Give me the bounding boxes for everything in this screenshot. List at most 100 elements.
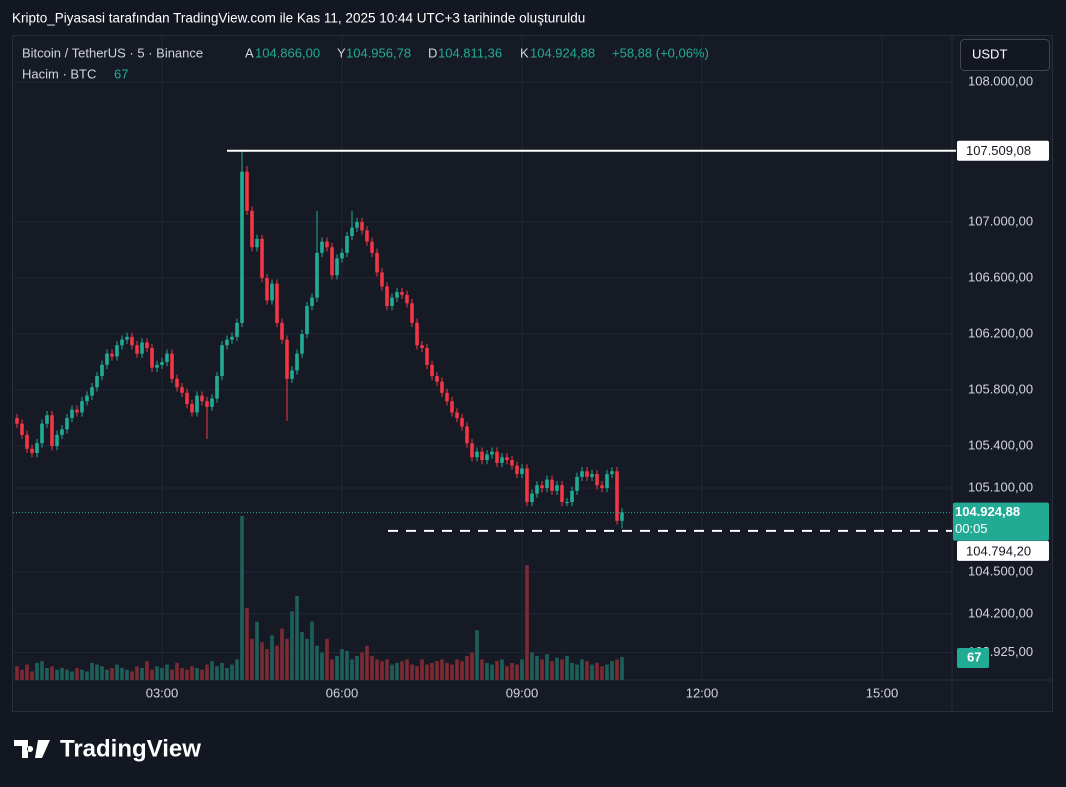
volume-bar [315,645,319,680]
volume-bar [260,642,264,680]
currency-button[interactable] [960,39,1050,71]
volume-bar [515,664,519,680]
y-tick-label: 104.500,00 [968,563,1033,578]
volume-bar [500,659,504,680]
volume-bar [110,667,114,680]
low: 104.811,36 [438,45,502,60]
candle-body [475,451,479,458]
volume-bar [535,655,539,680]
candle-body [565,502,569,504]
legend: Bitcoin / TetherUS · 5 · Binance A 104.8… [22,45,709,81]
volume-bar [50,666,54,680]
volume-bar [30,671,34,680]
candle-body [480,451,484,461]
volume-bar [235,659,239,680]
caption: Kripto_Piyasasi tarafından TradingView.c… [12,11,585,26]
candle-body [515,465,519,475]
volume-bar [180,667,184,680]
volume-bar [400,661,404,680]
candle-body [185,392,189,405]
candle-body [180,387,184,393]
candle-body [300,334,304,354]
candle-body [600,485,604,489]
candle-body [335,258,339,276]
volume-bar [375,659,379,680]
candle-body [380,272,384,287]
x-tick-label: 09:00 [506,685,539,700]
candle-body [470,443,474,458]
candle-body [435,376,439,382]
volume-bar [125,669,129,680]
volume-bar [85,671,89,680]
volume-bar [55,669,59,680]
candle-body [510,460,514,466]
candle-body [220,345,224,377]
candle-body [610,471,614,475]
candle-body [225,339,229,346]
candle-body [250,210,254,248]
candle-body [590,474,594,477]
volume-bar [420,659,424,680]
candle-body [505,457,509,461]
candle-body [340,252,344,259]
volume-bar [440,659,444,680]
candle-body [160,362,164,365]
candle-body [25,434,29,449]
volume-bar [200,669,204,680]
candle-body [560,485,564,503]
candle-body [390,297,394,307]
plot: 108.000,00 107.000,00 106.600,00 106.200,00… [13,36,1049,700]
volume-bar [120,667,124,680]
volume-bar [205,664,209,680]
low-badge [957,540,1049,561]
candle-body [230,336,234,340]
volume-bar [405,659,409,680]
candle-body [70,409,74,419]
volume-bar [220,662,224,680]
candle-body [65,418,69,430]
volume-bar [335,655,339,680]
y-tick-label: 104.200,00 [968,605,1033,620]
low-label: 104.794,20 [966,543,1031,558]
candle-body [365,230,369,242]
candle-body [195,395,199,413]
brand-logo [14,740,50,758]
volume-bar [215,666,219,680]
volume-bar [145,661,149,680]
volume-bar [210,661,214,680]
y-tick-label: 105.100,00 [968,479,1033,494]
last-price-badge [953,502,1049,541]
volume-bar [385,659,389,680]
candle-body [235,322,239,337]
volume-bar [20,669,24,680]
candle-body [295,353,299,371]
volume-bar [70,671,74,680]
volume-bar [435,661,439,680]
volume-bar [170,669,174,680]
candle-body [135,345,139,354]
candle-body [345,236,349,253]
high-badge [957,140,1049,161]
volume-bar [560,659,564,680]
candle-body [540,485,544,489]
candle-body [305,306,309,335]
candle-body [410,303,414,323]
candle-body [530,493,534,503]
volume-bar [505,666,509,680]
x-tick-label: 06:00 [326,685,359,700]
candle-body [75,409,79,413]
volume-bar [310,621,314,680]
volume-bar [395,662,399,680]
volume-bar [195,667,199,680]
candle-body [60,429,64,435]
volume-bar [365,645,369,680]
last-price-label: 104.924,88 [955,504,1020,519]
volume-bar [135,666,139,680]
volume-bar [465,655,469,680]
volume-bar [450,664,454,680]
volume-bar [570,662,574,680]
volume-bar [265,649,269,680]
symbol: Bitcoin / TetherUS · 5 · Binance [22,45,203,60]
volume-bar [325,638,329,680]
candle-body [525,468,529,503]
